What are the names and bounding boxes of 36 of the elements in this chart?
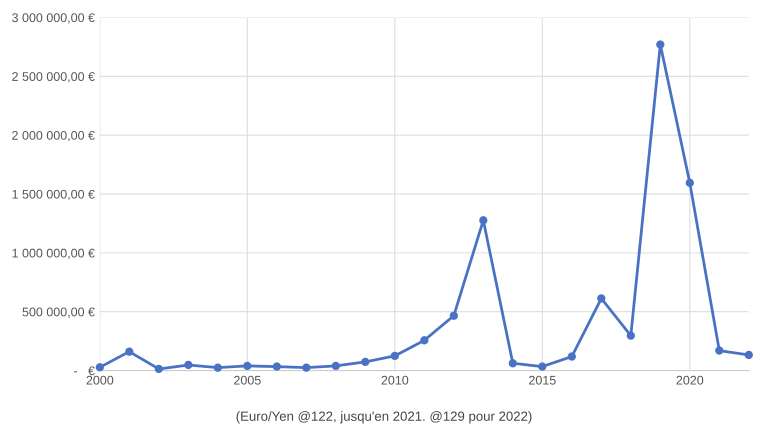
point — [214, 363, 222, 372]
point — [184, 360, 192, 370]
y-tick-label: 2 500 000,00 € — [12, 72, 95, 82]
point — [420, 336, 428, 345]
point — [597, 294, 606, 303]
y-tick-label: 500 000,00 € — [22, 308, 95, 318]
point — [656, 40, 664, 49]
y-tick-label: - € — [74, 366, 95, 376]
x-tick-label: 2005 — [234, 376, 261, 385]
point — [96, 363, 104, 372]
point — [243, 362, 252, 370]
text: (Euro/Yen @122, jusqu'en 2021. @129 pour 2022) — [236, 411, 532, 424]
point — [450, 312, 458, 320]
point — [744, 350, 753, 360]
point — [154, 364, 164, 374]
point — [568, 352, 576, 361]
point — [538, 362, 546, 371]
x-tick-label: 2015 — [529, 376, 556, 385]
point — [626, 331, 635, 340]
y-tick-label: 1 000 000,00 € — [12, 248, 95, 260]
point — [272, 362, 281, 371]
y-tick-label: 3 000 000,00 € — [12, 13, 95, 24]
point — [361, 358, 370, 366]
x-tick-label: 2020 — [676, 376, 704, 385]
point — [479, 216, 488, 224]
point — [715, 346, 724, 355]
x-tick-label: 2010 — [382, 376, 408, 385]
point — [508, 359, 517, 368]
point — [125, 347, 134, 356]
point — [302, 363, 310, 372]
y-tick-label: 2 000 000,00 € — [12, 130, 95, 142]
point — [332, 362, 340, 370]
x-tick-label: 2000 — [86, 376, 114, 385]
y-tick-label: 1 500 000,00 € — [12, 190, 95, 200]
point — [686, 178, 694, 188]
point — [390, 352, 399, 360]
